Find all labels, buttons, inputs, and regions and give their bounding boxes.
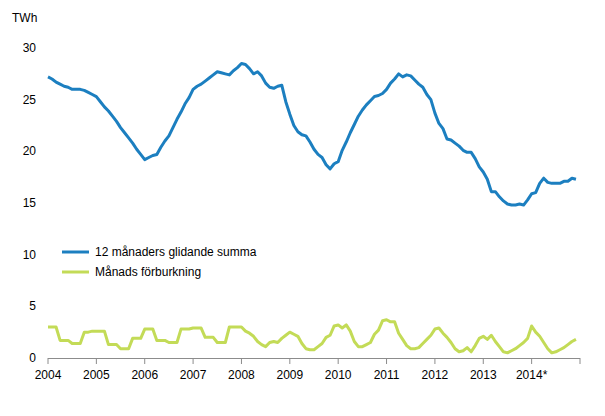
x-tick-label: 2010	[325, 368, 352, 382]
x-tick	[48, 358, 49, 364]
legend-swatch	[62, 271, 89, 274]
y-tick	[44, 358, 48, 359]
y-tick-label: 20	[23, 144, 37, 158]
x-tick-label: 2004	[35, 368, 62, 382]
x-tick-label: 2005	[83, 368, 110, 382]
x-tick	[289, 358, 290, 364]
y-axis-label: TWh	[12, 11, 37, 25]
x-tick	[531, 358, 532, 364]
x-tick-label: 2013	[470, 368, 497, 382]
x-tick-label: 2009	[276, 368, 303, 382]
y-tick-label: 15	[23, 196, 37, 210]
chart: TWh 0 5 10 15 20 25 30 2004 2005 2006 2007 2008 2009 2…	[0, 0, 605, 416]
x-tick	[144, 358, 145, 364]
plot-area	[48, 64, 576, 353]
x-tick	[338, 358, 339, 364]
x-tick-label: 2008	[228, 368, 255, 382]
x-tick-label: 2012	[422, 368, 449, 382]
x-tick-label: 2007	[180, 368, 207, 382]
x-axis-line	[48, 358, 580, 359]
y-tick	[44, 151, 48, 152]
legend-label: Månads förburkning	[95, 265, 201, 279]
series-line	[48, 64, 576, 206]
y-tick	[44, 254, 48, 255]
x-tick	[483, 358, 484, 364]
series-line	[48, 320, 576, 353]
y-tick	[44, 306, 48, 307]
x-tick	[96, 358, 97, 364]
x-axis-end	[580, 358, 581, 364]
x-tick	[241, 358, 242, 364]
y-tick-label: 10	[23, 248, 37, 262]
y-tick-label: 30	[23, 41, 37, 55]
x-tick-label: 2006	[131, 368, 158, 382]
y-tick	[44, 203, 48, 204]
y-tick-label: 0	[29, 351, 36, 365]
x-tick	[193, 358, 194, 364]
x-tick-label: 2011	[374, 368, 400, 382]
y-tick	[44, 48, 48, 49]
y-tick-label: 25	[23, 93, 37, 107]
y-tick-label: 5	[29, 299, 36, 313]
x-tick-label: 2014*	[516, 368, 548, 382]
y-tick	[44, 99, 48, 100]
x-tick	[434, 358, 435, 364]
x-tick	[386, 358, 387, 364]
legend-swatch	[62, 251, 89, 254]
legend-label: 12 månaders glidande summa	[95, 245, 257, 259]
